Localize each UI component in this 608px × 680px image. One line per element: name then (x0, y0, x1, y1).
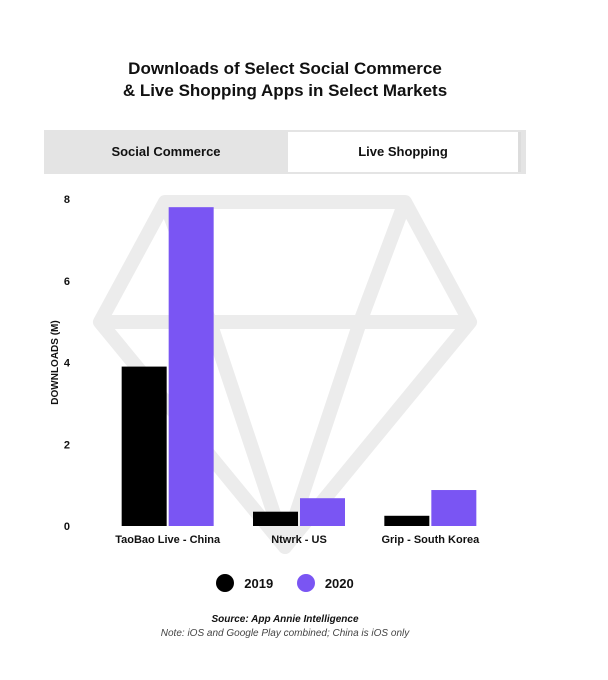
legend-swatch-2020 (296, 574, 315, 592)
bar-2020-2 (431, 490, 477, 526)
chart-title-line-1: Downloads of Select Social Commerce (128, 59, 442, 78)
bar-chart: 0 2 4 6 8 DOWNLOADS (M) TaoBao Live - China Nt… (50, 194, 480, 554)
legend-item-2019: 2019 (216, 574, 273, 592)
bar-2019-2 (384, 515, 430, 526)
x-tick-label: Ntwrk - US (271, 534, 327, 546)
y-tick-label: 6 (64, 276, 70, 288)
legend-item-2020: 2020 (296, 574, 354, 592)
chart-title: Downloads of Select Social Commerce & Li… (0, 58, 570, 102)
y-tick-label: 2 (64, 439, 70, 451)
chart-title-line-2: & Live Shopping Apps in Select Markets (122, 81, 448, 100)
legend: 2019 2020 (0, 574, 570, 595)
x-axis: TaoBao Live - China Ntwrk - US Grip - Sout… (115, 534, 480, 546)
chart-area: 0 2 4 6 8 DOWNLOADS (M) TaoBao Live - China Nt… (0, 172, 608, 572)
y-axis-label: DOWNLOADS (M) (50, 320, 61, 404)
note-text: Note: iOS and Google Play combined; Chin… (160, 628, 410, 639)
source-text: Source: App Annie Intelligence (211, 614, 359, 625)
y-axis: 0 2 4 6 8 DOWNLOADS (M) (50, 194, 71, 533)
tab-social-commerce[interactable]: Social Commerce (44, 132, 288, 172)
y-tick-label: 4 (64, 358, 71, 370)
bar-2020-0 (168, 207, 214, 527)
legend-label-2020: 2020 (324, 575, 354, 591)
tab-live-shopping[interactable]: Live Shopping (288, 132, 521, 172)
bar-2019-0 (121, 366, 167, 526)
tab-bar: Social Commerce Live Shopping (44, 130, 526, 174)
bar-2019-1 (253, 511, 298, 526)
x-tick-label: TaoBao Live - China (115, 534, 221, 546)
bar-2020-1 (300, 498, 345, 526)
legend-label-2019: 2019 (244, 575, 274, 591)
legend-swatch-2019 (216, 574, 235, 592)
bars (121, 207, 477, 527)
x-tick-label: Grip - South Korea (381, 534, 480, 546)
y-tick-label: 0 (64, 521, 70, 533)
y-tick-label: 8 (64, 194, 70, 206)
